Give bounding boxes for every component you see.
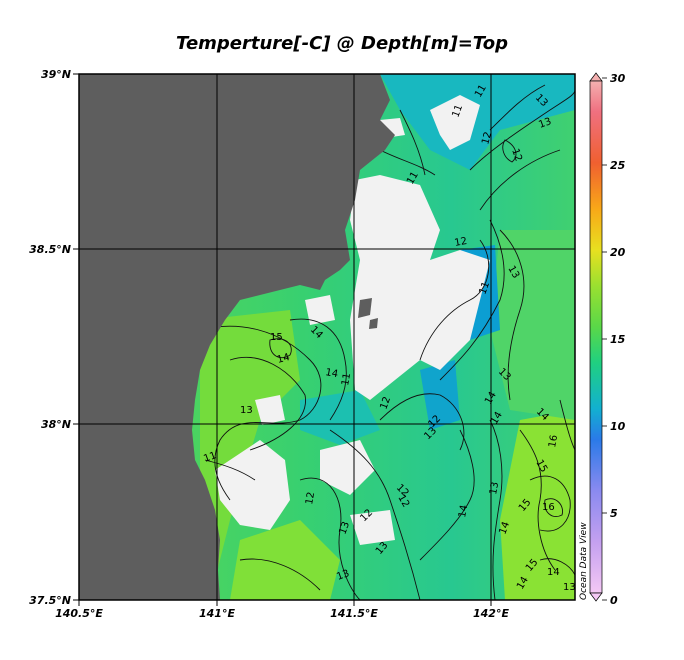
colorbar-label: 5 [610,507,618,520]
colorbar: 30 25 20 15 10 5 0 Ocean Data View [579,72,626,607]
no-data-north [430,95,480,150]
map-title: Temperture[-C] @ Depth[m]=Top [175,33,508,54]
contour-label: 11 [202,450,218,465]
axis-ticks [73,73,492,606]
contour-label: 15 [270,332,283,343]
x-tick-label: 141.5°E [330,607,378,620]
colorbar-bottom-arrow [589,592,603,602]
cool-patch-4 [300,390,380,445]
y-axis-labels: 39°N 38.5°N 38°N 37.5°N [29,68,71,607]
no-data-southwest [215,440,290,530]
contour-label: 12 [378,395,393,411]
colorbar-label: 20 [610,246,626,259]
contour-label: 13 [337,520,352,536]
colorbar-label: 0 [610,594,618,607]
colorbar-top-arrow [589,72,603,82]
x-tick-label: 140.5°E [55,607,103,620]
contour-label: 14 [276,352,291,366]
no-data-small-3 [305,295,335,325]
warm-south-region [230,520,340,600]
contour-label: 12 [509,147,524,163]
contour-label: 16 [547,434,560,448]
contour-label: 13 [240,405,253,416]
warm-coastal-region [200,310,300,600]
contour-label: 16 [542,502,555,513]
y-tick-label: 37.5°N [29,594,71,607]
y-tick-label: 38°N [41,418,71,431]
contour-label: 11 [340,372,353,386]
contour-label: 12 [304,491,317,505]
y-tick-label: 38.5°N [29,243,71,256]
colorbar-ticks [602,77,607,601]
no-data-south [320,440,375,495]
map-frame [78,73,576,601]
contour-label: 13 [488,481,501,495]
x-axis-labels: 140.5°E 141°E 141.5°E 142°E [55,607,509,620]
contour-label: 14 [457,504,470,518]
colorbar-label: 10 [610,420,626,433]
contour-labels: 11 11 13 12 13 12 11 11 12 13 11 12 15 1… [202,83,575,593]
contour-label: 12 [480,131,494,146]
island-2 [369,318,378,329]
land-mass [79,74,395,600]
contour-label: 13 [335,568,351,583]
no-data-central [350,175,490,400]
colorbar-gradient [589,80,603,594]
cool-north-region [380,74,575,170]
contour-label: 12 [454,236,468,249]
no-data-small-2 [350,510,395,545]
mid-offshore-region [490,230,575,420]
warm-offshore-region [500,410,575,600]
contour-label: 11 [450,103,465,119]
no-data-small-1 [255,395,285,425]
y-tick-label: 39°N [41,68,71,81]
contour-label: 13 [537,116,553,131]
colorbar-label: 30 [610,72,626,85]
x-tick-label: 142°E [473,607,509,620]
island-1 [358,298,372,318]
ocean-data-view-credit: Ocean Data View [579,522,589,600]
contour-label: 14 [547,567,560,578]
x-tick-label: 141°E [199,607,235,620]
contour-label: 14 [497,520,512,536]
contour-label: 14 [324,367,338,380]
grid-lines [79,74,575,600]
temperature-contours [199,84,575,600]
contour-label: 11 [477,280,492,296]
colorbar-label: 25 [610,159,626,172]
colorbar-label: 15 [610,333,626,346]
contour-label: 13 [563,582,576,593]
